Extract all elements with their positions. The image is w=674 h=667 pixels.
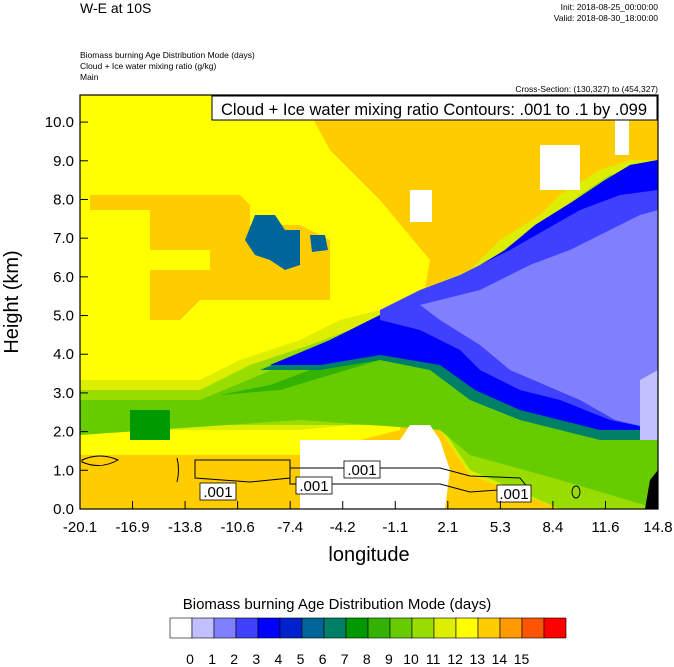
colorbar-swatch xyxy=(433,617,457,639)
contour-label: .001 xyxy=(203,484,232,501)
valid-time: Valid: 2018-08-30_18:00:00 xyxy=(553,13,658,23)
colorbar-swatch xyxy=(323,617,347,639)
x-tick-label: -7.4 xyxy=(277,519,303,536)
colorbar-swatch xyxy=(411,617,435,639)
colorbar-swatch xyxy=(389,617,413,639)
colorbar-label: 1 xyxy=(208,651,216,667)
y-tick-label: 7.0 xyxy=(53,230,74,247)
contour-label: .001 xyxy=(299,478,328,495)
colorbar-swatch xyxy=(455,617,479,639)
x-tick-label: 14.8 xyxy=(643,519,672,536)
colorbar-label: 12 xyxy=(447,651,463,667)
x-axis-title: longitude xyxy=(328,544,409,566)
axes: -20.1 -16.9 -13.8 -10.6 -7.4 -4.2 -1.1 2.1 5.3 8.… xyxy=(45,114,673,536)
colorbar-swatch xyxy=(213,617,237,639)
plot-frame xyxy=(79,94,659,510)
contour-line xyxy=(176,457,179,483)
field-line-2: Cloud + Ice water mixing ratio (g/kg) xyxy=(80,61,217,71)
plot-title: W-E at 10S xyxy=(80,0,152,16)
overlay-label: Cloud + Ice water mixing ratio Contours:… xyxy=(221,101,647,119)
y-tick-label: 9.0 xyxy=(53,153,74,170)
y-tick-label: 6.0 xyxy=(53,269,74,286)
y-tick-label: 10.0 xyxy=(45,114,74,131)
colorbar-swatch xyxy=(191,617,215,639)
colorbar-label: 4 xyxy=(274,651,283,667)
colorbar-label: 3 xyxy=(252,651,261,667)
colorbar-label: 5 xyxy=(296,651,305,667)
colorbar-title: Biomass burning Age Distribution Mode (d… xyxy=(182,596,492,613)
colorbar-label: 6 xyxy=(318,651,327,667)
colorbar-label: 11 xyxy=(425,651,441,667)
x-tick-label: -10.6 xyxy=(221,519,255,536)
contour-label: .001 xyxy=(499,486,528,503)
colorbar-swatch xyxy=(235,617,259,639)
colorbar-label: 2 xyxy=(230,651,239,667)
overlay-label-box xyxy=(211,95,658,121)
colorbar-label: 15 xyxy=(513,651,530,667)
init-time: Init: 2018-08-25_00:00:00 xyxy=(560,2,658,12)
colorbar-label: 13 xyxy=(469,651,486,667)
colorbar-swatch xyxy=(301,617,325,639)
y-tick-label: 4.0 xyxy=(53,346,74,363)
colorbar-swatch xyxy=(169,617,193,639)
x-tick-label: -1.1 xyxy=(382,519,408,536)
x-tick-label: 11.6 xyxy=(591,519,619,536)
y-tick-label: 8.0 xyxy=(53,191,74,208)
x-tick-label: -4.2 xyxy=(330,519,356,536)
y-tick-label: 5.0 xyxy=(53,308,74,325)
y-tick-label: 3.0 xyxy=(53,385,74,402)
colorbar-swatch xyxy=(499,617,523,639)
colorbar-label: 0 xyxy=(186,651,194,667)
colorbar-label: 7 xyxy=(340,651,349,667)
x-tick-label: 5.3 xyxy=(490,519,511,536)
contour-line xyxy=(571,485,581,499)
colorbar-label: 10 xyxy=(403,651,419,667)
colorbar-swatch xyxy=(543,617,567,639)
colorbar-label: 9 xyxy=(384,651,393,667)
x-tick-label: 2.1 xyxy=(437,519,458,536)
x-tick-label: -16.9 xyxy=(115,519,149,536)
y-axis-title: Height (km) xyxy=(1,250,23,353)
field-line-1: Biomass burning Age Distribution Mode (d… xyxy=(80,50,255,60)
colorbar-swatch xyxy=(367,617,391,639)
colorbar-swatch xyxy=(257,617,281,639)
y-tick-label: 1.0 xyxy=(53,462,74,479)
contour-labels: .001 .001 .001 .001 xyxy=(199,460,532,503)
x-tick-label: -13.8 xyxy=(168,519,202,536)
colorbar xyxy=(169,617,567,639)
y-tick-label: 2.0 xyxy=(53,424,74,441)
colorbar-label: 14 xyxy=(491,651,508,667)
contour-line xyxy=(81,455,120,466)
colorbar-swatch xyxy=(345,617,369,639)
contour-line xyxy=(194,459,291,483)
cross-section-label: Cross-Section: (130,327) to (454,327) xyxy=(515,84,658,94)
y-tick-label: 0.0 xyxy=(53,501,74,518)
contour-label: .001 xyxy=(347,462,376,479)
x-tick-label: 8.4 xyxy=(542,519,563,536)
x-tick-label: -20.1 xyxy=(63,519,97,536)
field-line-3: Main xyxy=(80,72,99,82)
colorbar-label: 8 xyxy=(362,651,371,667)
colorbar-swatch xyxy=(279,617,303,639)
colorbar-swatch xyxy=(477,617,501,639)
colorbar-swatch xyxy=(521,617,545,639)
heatmap-field xyxy=(80,95,658,509)
